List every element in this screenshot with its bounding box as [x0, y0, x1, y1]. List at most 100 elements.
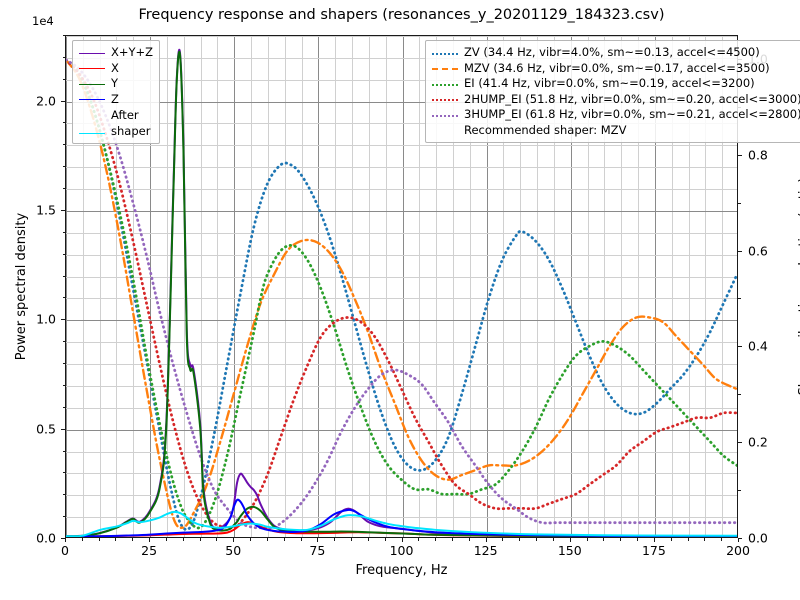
x-tick-mark [65, 538, 66, 542]
y-minor-tick-left [62, 78, 65, 80]
gridline [66, 145, 737, 147]
legend-psd[interactable]: X+Y+Z X Y Z After shaper [72, 40, 161, 144]
series-2hump-ei [66, 58, 737, 530]
gridline [352, 36, 354, 537]
legend-item-zv[interactable]: ZV (34.4 Hz, vibr=4.0%, sm~=0.13, accel<… [432, 45, 800, 61]
y-minor-tick-left [62, 363, 65, 365]
gridline [570, 36, 572, 537]
gridline [217, 36, 219, 537]
legend-swatch [432, 62, 458, 74]
y-tick-label-left: 0.0 [36, 530, 56, 546]
y-tick-mark-right [738, 154, 742, 156]
x-tick-mark [401, 538, 403, 542]
gridline [99, 36, 101, 537]
legend-swatch [432, 93, 458, 105]
y-tick-label-left: 1.0 [36, 311, 56, 327]
gridline [688, 36, 690, 537]
y-tick-mark-right [738, 538, 742, 539]
y-axis-offset-label: 1e4 [32, 14, 54, 28]
x-tick-label: 25 [141, 543, 158, 558]
x-tick-label: 50 [225, 543, 242, 558]
gridline [66, 123, 737, 125]
series-z [66, 498, 737, 537]
gridline [66, 36, 67, 537]
y-minor-tick-left [62, 450, 65, 452]
gridline [66, 79, 737, 81]
gridline [452, 36, 454, 537]
legend-item-y[interactable]: Y [79, 76, 153, 92]
legend-item-after-shaper[interactable]: After shaper [79, 107, 153, 139]
legend-shapers[interactable]: ZV (34.4 Hz, vibr=4.0%, sm~=0.13, accel<… [425, 40, 800, 143]
gridline [66, 298, 737, 300]
x-minor-tick [704, 538, 706, 541]
y-minor-tick-right [738, 394, 741, 396]
x-tick-label: 100 [389, 543, 414, 558]
gridline [604, 36, 606, 537]
gridline [503, 36, 505, 537]
y-tick-label-right: 0.0 [748, 530, 768, 546]
gridline [66, 101, 737, 103]
legend-label: MZV (34.6 Hz, vibr=0.0%, sm~=0.17, accel… [464, 60, 770, 75]
legend-swatch [432, 47, 458, 59]
x-minor-tick [586, 538, 588, 541]
gridline [82, 36, 84, 537]
gridline [705, 36, 707, 537]
legend-swatch [79, 62, 105, 74]
gridline [66, 189, 737, 191]
gridline [66, 407, 737, 409]
legend-label: 2HUMP_EI (51.8 Hz, vibr=0.0%, sm~=0.20, … [464, 91, 800, 106]
x-tick-mark [653, 538, 655, 542]
x-tick-label: 0 [61, 543, 69, 558]
legend-item-x[interactable]: X [79, 61, 153, 77]
x-tick-label: 125 [473, 543, 498, 558]
legend-item-z[interactable]: Z [79, 92, 153, 108]
gridline [638, 36, 640, 537]
legend-item-2hump-ei[interactable]: 2HUMP_EI (51.8 Hz, vibr=0.0%, sm~=0.20, … [432, 92, 800, 108]
x-minor-tick [81, 538, 83, 541]
y-minor-tick-left [62, 472, 65, 474]
legend-item-3hump-ei[interactable]: 3HUMP_EI (61.8 Hz, vibr=0.0%, sm~=0.21, … [432, 107, 800, 123]
gridline [150, 36, 152, 537]
legend-label: Y [111, 76, 119, 91]
y-minor-tick-left [62, 166, 65, 168]
x-tick-label: 150 [557, 543, 582, 558]
x-axis-label: Frequency, Hz [355, 563, 448, 578]
legend-label: X+Y+Z [111, 45, 154, 60]
legend-label: Z [111, 91, 119, 106]
legend-label: X [111, 60, 119, 75]
legend-item-x-y-z[interactable]: X+Y+Z [79, 45, 153, 61]
series-zv [66, 58, 737, 531]
x-minor-tick [334, 538, 336, 541]
legend-swatch [79, 47, 105, 59]
x-minor-tick [418, 538, 420, 541]
series-mzv [66, 58, 737, 530]
x-minor-tick [519, 538, 521, 541]
x-tick-label: 200 [726, 543, 750, 558]
x-minor-tick [216, 538, 218, 541]
y-minor-tick-left [62, 35, 65, 36]
gridline [66, 495, 737, 497]
x-minor-tick [367, 538, 369, 541]
gridline [66, 276, 737, 278]
gridline [66, 473, 737, 475]
gridline [385, 36, 387, 537]
y-tick-mark-right [738, 250, 742, 252]
legend-label: 3HUMP_EI (61.8 Hz, vibr=0.0%, sm~=0.21, … [464, 107, 800, 122]
gridline [368, 36, 370, 537]
x-minor-tick [637, 538, 639, 541]
gridlines [66, 36, 737, 537]
x-tick-mark [149, 538, 151, 542]
psd-curves [66, 48, 737, 537]
y-minor-tick-left [62, 144, 65, 146]
legend-item-ei[interactable]: EI (41.4 Hz, vibr=0.0%, sm~=0.19, accel<… [432, 76, 800, 92]
y-tick-mark-left [61, 428, 65, 430]
gridline [419, 36, 421, 537]
legend-item-mzv[interactable]: MZV (34.6 Hz, vibr=0.0%, sm~=0.17, accel… [432, 61, 800, 77]
gridline [722, 36, 724, 537]
gridline [537, 36, 539, 537]
y-tick-mark-left [61, 209, 65, 211]
y-minor-tick-left [62, 122, 65, 124]
y-tick-mark-left [61, 319, 65, 321]
x-minor-tick [687, 538, 689, 541]
x-minor-tick [552, 538, 554, 541]
